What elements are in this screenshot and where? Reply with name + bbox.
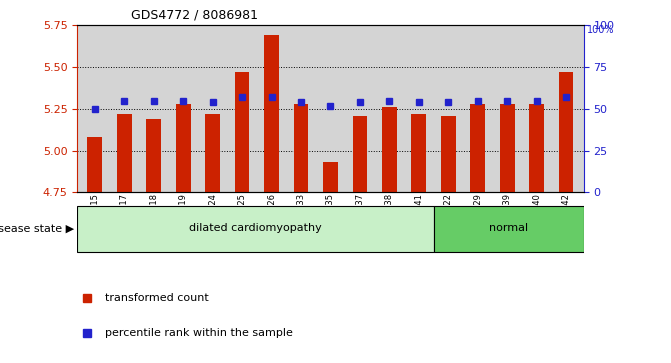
Bar [382,107,397,192]
Bar [205,114,220,192]
Bar [264,36,279,192]
Text: GSM1053939: GSM1053939 [503,193,512,249]
Text: GSM1053924: GSM1053924 [208,193,217,249]
Bar [500,104,515,192]
Bar [470,104,485,192]
Text: GSM1053925: GSM1053925 [238,193,247,249]
Text: GSM1053938: GSM1053938 [385,193,394,249]
Bar [529,104,544,192]
Bar [87,137,102,192]
Text: GSM1053941: GSM1053941 [414,193,423,249]
Text: GSM1053942: GSM1053942 [562,193,570,249]
Bar [411,114,426,192]
Text: dilated cardiomyopathy: dilated cardiomyopathy [189,223,321,233]
Bar [352,115,367,192]
Bar [294,104,309,192]
Text: GSM1053935: GSM1053935 [326,193,335,249]
Text: normal: normal [489,223,528,233]
FancyBboxPatch shape [433,206,584,252]
Text: GSM1053929: GSM1053929 [473,193,482,249]
Text: GSM1053937: GSM1053937 [356,193,364,249]
Text: transformed count: transformed count [105,293,209,303]
Bar [117,114,132,192]
Bar [146,119,161,192]
Bar [176,104,191,192]
Bar [441,115,456,192]
Text: 100%: 100% [587,25,615,36]
Text: GSM1053919: GSM1053919 [178,193,188,249]
Text: GDS4772 / 8086981: GDS4772 / 8086981 [131,9,258,22]
Text: GSM1053918: GSM1053918 [149,193,158,249]
FancyBboxPatch shape [77,206,433,252]
Text: GSM1053915: GSM1053915 [91,193,99,249]
Text: GSM1053940: GSM1053940 [532,193,541,249]
Text: GSM1053926: GSM1053926 [267,193,276,249]
Text: disease state ▶: disease state ▶ [0,224,74,234]
Text: GSM1053933: GSM1053933 [297,193,305,249]
Bar [323,162,338,192]
Bar [235,72,250,192]
Text: GSM1053917: GSM1053917 [120,193,129,249]
Text: percentile rank within the sample: percentile rank within the sample [105,329,293,338]
Text: GSM1053922: GSM1053922 [444,193,453,249]
Bar [559,72,574,192]
